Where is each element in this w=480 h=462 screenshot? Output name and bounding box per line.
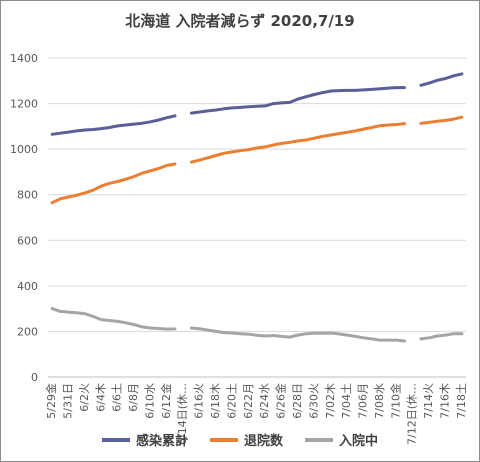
x-tick-label: 5/29金 bbox=[44, 383, 58, 419]
series-line-0 bbox=[189, 86, 406, 115]
series-line-0 bbox=[50, 114, 177, 136]
x-tick-label: 7/14火 bbox=[422, 383, 435, 419]
series-line-1 bbox=[50, 162, 177, 205]
y-tick-label: 400 bbox=[17, 280, 38, 293]
legend-item-hospitalized: 入院中 bbox=[305, 430, 378, 449]
x-tick-label: 7/12日(休… bbox=[406, 383, 419, 445]
legend-label-discharged: 退院数 bbox=[243, 434, 283, 449]
x-tick-label: 6/6土 bbox=[111, 383, 124, 412]
x-tick-label: 7/04土 bbox=[340, 383, 353, 419]
series-line-1 bbox=[189, 122, 406, 164]
x-tick-label: 6/2火 bbox=[78, 383, 91, 412]
series-line-0 bbox=[419, 72, 464, 87]
x-tick-label: 6/24水 bbox=[258, 383, 271, 419]
series-line-2 bbox=[189, 326, 406, 343]
y-tick-label: 600 bbox=[17, 234, 38, 247]
y-tick-label: 800 bbox=[17, 189, 38, 202]
x-tick-label: 6/16火 bbox=[193, 383, 206, 419]
x-tick-label: 6/14日(休… bbox=[176, 383, 189, 445]
x-tick-label: 6/22月 bbox=[242, 383, 255, 419]
legend-swatch-discharged bbox=[209, 437, 238, 442]
legend-swatch-cases bbox=[101, 437, 130, 442]
legend-item-discharged: 退院数 bbox=[209, 430, 283, 449]
x-tick-label: 6/12金 bbox=[159, 383, 173, 419]
x-tick-label: 5/31日 bbox=[61, 383, 74, 419]
series-line-1 bbox=[419, 115, 464, 125]
x-tick-label: 6/18木 bbox=[209, 383, 222, 419]
y-tick-label: 1000 bbox=[10, 143, 38, 156]
legend-label-hospitalized: 入院中 bbox=[339, 434, 379, 449]
y-tick-label: 200 bbox=[17, 325, 38, 338]
y-tick-label: 0 bbox=[31, 371, 38, 384]
x-tick-label: 6/10水 bbox=[143, 383, 156, 419]
legend-item-cases: 感染累計 bbox=[101, 430, 188, 449]
x-tick-label: 7/18土 bbox=[455, 383, 468, 419]
x-tick-label: 6/28日 bbox=[291, 383, 304, 419]
x-tick-label: 7/08水 bbox=[373, 383, 386, 419]
y-tick-label: 1400 bbox=[10, 52, 38, 65]
x-tick-label: 7/16木 bbox=[439, 383, 452, 419]
x-tick-label: 6/4木 bbox=[94, 383, 107, 412]
legend-swatch-hospitalized bbox=[305, 437, 333, 442]
x-tick-label: 6/8月 bbox=[127, 383, 140, 412]
x-tick-label: 7/02木 bbox=[324, 383, 337, 419]
legend: 感染累計 退院数 入院中 bbox=[0, 430, 480, 449]
series-line-2 bbox=[419, 332, 464, 341]
y-tick-label: 1200 bbox=[10, 98, 38, 111]
x-tick-label: 6/30火 bbox=[307, 383, 320, 419]
x-tick-label: 6/20土 bbox=[225, 383, 238, 419]
series-line-2 bbox=[50, 307, 177, 331]
chart-title: 北海道 入院者減らず 2020,7/19 bbox=[125, 12, 355, 30]
x-tick-label: 6/26金 bbox=[274, 383, 288, 419]
x-tick-label: 7/06月 bbox=[357, 383, 370, 419]
legend-label-cases: 感染累計 bbox=[135, 434, 188, 449]
x-tick-label: 7/10金 bbox=[388, 383, 402, 419]
